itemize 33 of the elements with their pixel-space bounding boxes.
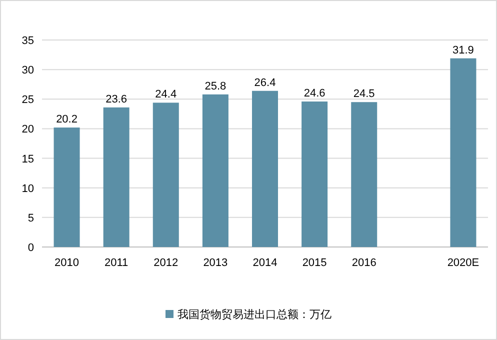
y-tick-label: 30	[22, 64, 34, 77]
data-label: 31.9	[452, 44, 474, 56]
legend: 我国货物贸易进出口总额：万亿	[166, 309, 332, 321]
data-label: 23.6	[106, 93, 128, 106]
x-tick-label: 2012	[154, 257, 178, 269]
x-tick-label: 2010	[54, 257, 80, 269]
x-tick-label: 2011	[104, 257, 128, 269]
y-tick-label: 25	[22, 94, 34, 106]
data-label: 24.6	[304, 88, 326, 100]
y-tick-label: 15	[22, 153, 34, 166]
bar	[450, 58, 476, 247]
data-label: 24.5	[353, 88, 375, 100]
y-tick-label: 0	[28, 242, 34, 254]
y-tick-label: 5	[28, 212, 34, 224]
bar	[252, 90, 278, 247]
data-label: 25.8	[204, 80, 226, 92]
y-tick-label: 35	[22, 35, 34, 47]
y-tick-label: 10	[22, 182, 34, 195]
x-tick-label: 2016	[352, 257, 376, 269]
data-label: 24.4	[155, 88, 177, 101]
y-tick-label: 20	[22, 124, 34, 136]
bar	[152, 102, 179, 247]
x-tick-label: 2020E	[447, 257, 480, 269]
x-tick-label: 2015	[302, 257, 327, 269]
bar	[351, 102, 378, 247]
x-tick-label: 2014	[252, 257, 278, 269]
bar	[103, 107, 130, 247]
bar	[202, 94, 228, 247]
bar	[54, 128, 80, 247]
bar	[302, 102, 328, 247]
x-tick-label: 2013	[203, 257, 228, 269]
data-label: 20.2	[56, 114, 78, 126]
data-label: 26.4	[254, 76, 276, 89]
